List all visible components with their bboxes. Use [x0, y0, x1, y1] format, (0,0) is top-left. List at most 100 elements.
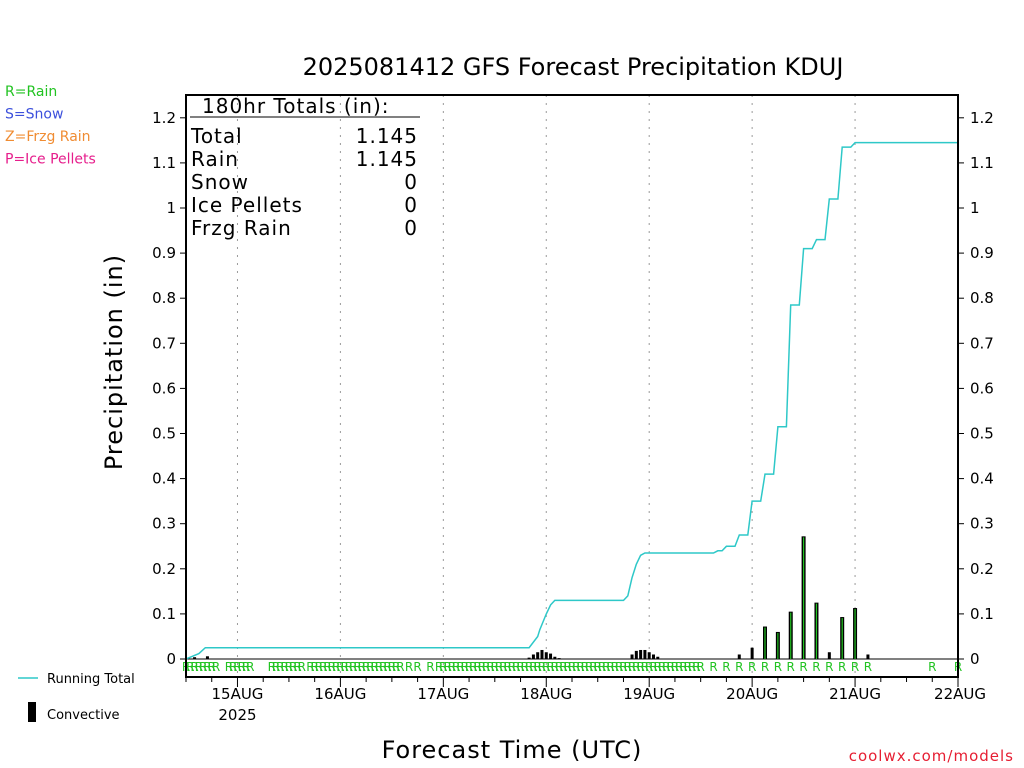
ptype-marker: R: [456, 660, 464, 674]
ptype-marker: R: [452, 660, 460, 674]
totals-row-value: 0: [404, 170, 418, 194]
ptype-marker: R: [306, 660, 314, 674]
ptype-marker: R: [671, 660, 679, 674]
totals-row-label: Ice Pellets: [191, 193, 303, 217]
totals-row-value: 0: [404, 216, 418, 240]
precip-bar: [549, 653, 553, 659]
ptype-marker: R: [285, 660, 293, 674]
ptype-marker: R: [589, 660, 597, 674]
totals-row-label: Total: [190, 124, 243, 148]
ptype-marker: R: [649, 660, 657, 674]
precip-bar: [544, 652, 548, 659]
ptype-marker: R: [353, 660, 361, 674]
ptype-marker: R: [383, 660, 391, 674]
series-legend-entry: Running Total: [47, 672, 135, 687]
y-tick-label-left: 0.1: [152, 605, 176, 623]
ptype-marker: R: [761, 660, 769, 674]
ptype-marker: R: [461, 660, 469, 674]
ptype-marker: R: [199, 660, 207, 674]
ptype-marker: R: [538, 660, 546, 674]
x-tick-label: 22AUG: [934, 685, 986, 703]
totals-row-label: Frzg Rain: [191, 216, 292, 240]
y-tick-label-right: 0.4: [970, 470, 994, 488]
y-tick-label-left: 0: [166, 650, 176, 668]
ptype-marker: R: [379, 660, 387, 674]
ptype-marker: R: [242, 660, 250, 674]
ptype-marker: R: [362, 660, 370, 674]
ptype-marker: R: [405, 660, 413, 674]
ptype-marker: R: [559, 660, 567, 674]
x-tick-label: 17AUG: [417, 685, 469, 703]
ptype-marker: R: [465, 660, 473, 674]
precip-type-legend: R=Rain S=Snow Z=Frzg Rain P=Ice Pellets: [5, 84, 96, 168]
ptype-marker: R: [662, 660, 670, 674]
ptype-marker: R: [654, 660, 662, 674]
ptype-marker: R: [641, 660, 649, 674]
ptype-marker: R: [238, 660, 246, 674]
precip-bars: [193, 536, 870, 660]
site-credit: coolwx.com/models: [849, 747, 1014, 765]
ptype-marker: R: [581, 660, 589, 674]
ptype-marker: R: [190, 660, 198, 674]
totals-row-label: Rain: [191, 147, 239, 171]
ptype-marker: R: [371, 660, 379, 674]
ptype-marker: R: [812, 660, 820, 674]
ptype-marker: R: [602, 660, 610, 674]
ptype-marker: R: [564, 660, 572, 674]
y-tick-label-right: 0: [970, 650, 980, 668]
y-tick-label-left: 0.8: [152, 289, 176, 307]
ptype-marker: R: [345, 660, 353, 674]
precip-bar: [866, 654, 870, 659]
precip-bar: [643, 649, 647, 659]
totals-header: 180hr Totals (in):: [202, 94, 390, 118]
ptype-marker: R: [632, 660, 640, 674]
precip-bar: [205, 656, 209, 659]
ptype-marker: R: [864, 660, 872, 674]
y-tick-label-left: 0.7: [152, 334, 176, 352]
ptype-marker: R: [426, 660, 434, 674]
precip-type-legend-entry: Z=Frzg Rain: [5, 129, 91, 145]
plot-frame: [185, 94, 959, 678]
precip-bar: [531, 654, 535, 659]
series-legend: Running Total Convective: [18, 672, 135, 723]
ptype-marker: R: [435, 660, 443, 674]
ptype-marker: R: [289, 660, 297, 674]
y-tick-label-right: 0.1: [970, 605, 994, 623]
x-tick-label: 19AUG: [623, 685, 675, 703]
ptype-marker: R: [443, 660, 451, 674]
ptype-marker: R: [195, 660, 203, 674]
ptype-marker: R: [696, 660, 704, 674]
y-axis-ticks: 0 00.1 0.10.2 0.20.3 0.30.4 0.40.5 0.50.6 0.60.…: [152, 109, 994, 668]
y-axis-label: Precipitation (in): [100, 254, 128, 470]
ptype-marker: R: [825, 660, 833, 674]
ptype-marker: R: [555, 660, 563, 674]
precip-type-legend-entry: S=Snow: [5, 107, 63, 123]
ptype-marker: R: [229, 660, 237, 674]
ptype-marker: R: [366, 660, 374, 674]
ptype-marker: R: [525, 660, 533, 674]
precip-type-legend-entry: P=Ice Pellets: [5, 152, 96, 168]
ptype-marker: R: [315, 660, 323, 674]
ptype-marker: R: [495, 660, 503, 674]
ptype-marker: R: [611, 660, 619, 674]
y-tick-label-left: 0.5: [152, 425, 176, 443]
ptype-marker: R: [735, 660, 743, 674]
ptype-marker: R: [529, 660, 537, 674]
y-tick-label-right: 0.7: [970, 334, 994, 352]
ptype-marker: R: [585, 660, 593, 674]
ptype-marker: R: [606, 660, 614, 674]
totals-row-label: Snow: [191, 170, 249, 194]
y-tick-label-right: 0.3: [970, 515, 994, 533]
ptype-marker: R: [568, 660, 576, 674]
precip-bar: [737, 654, 741, 659]
ptype-marker: R: [280, 660, 288, 674]
ptype-marker: R: [516, 660, 524, 674]
ptype-marker: R: [692, 660, 700, 674]
ptype-marker: R: [675, 660, 683, 674]
ptype-marker: R: [186, 660, 194, 674]
ptype-marker: R: [928, 660, 936, 674]
series-legend-entry: Convective: [47, 708, 120, 723]
ptype-marker: R: [688, 660, 696, 674]
ptype-marker: R: [332, 660, 340, 674]
ptype-marker: R: [628, 660, 636, 674]
